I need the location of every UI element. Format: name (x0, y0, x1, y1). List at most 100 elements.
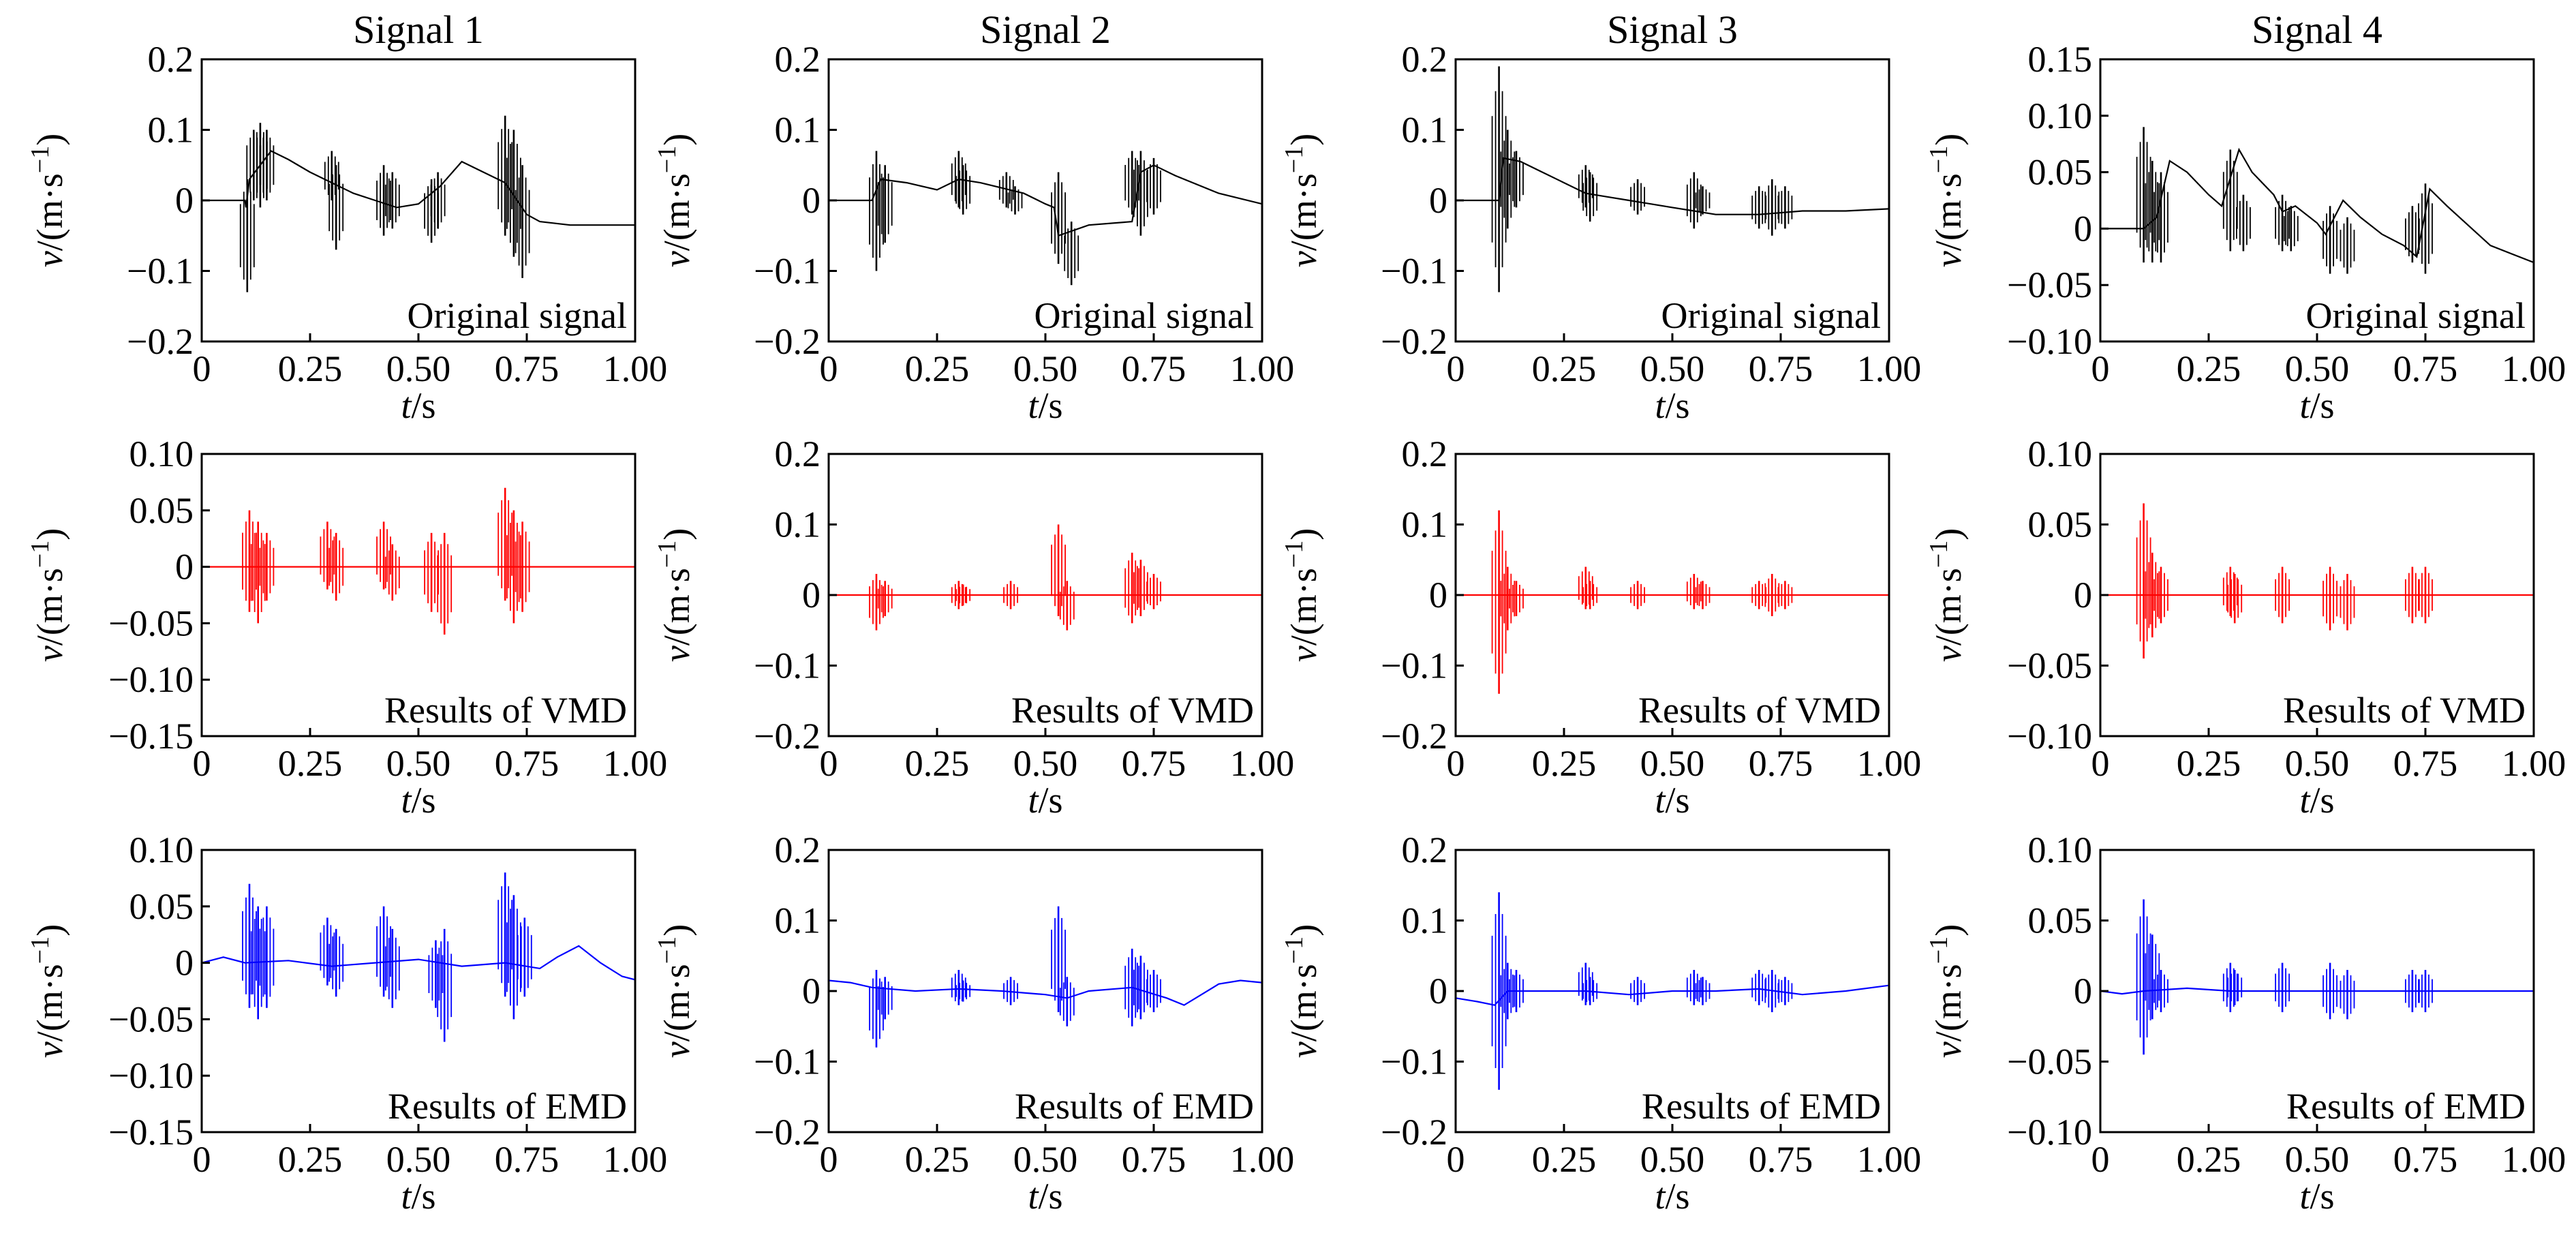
x-axis-label: t/s (1655, 1176, 1689, 1217)
y-axis-label: v/(m·s−1) (1280, 134, 1324, 267)
y-tick-label: −0.1 (754, 645, 821, 686)
x-tick-label: 0.50 (1640, 743, 1705, 784)
series-group (829, 906, 1262, 1048)
panel-annotation: Original signal (1034, 295, 1254, 336)
subplot-r1-c2: 0 0.25 0.50 0.75 1.00 −0.2 −0.1 0 0.1 0.2 t/s v/(m·… (1280, 433, 1921, 821)
subplot-r1-c1: 0 0.25 0.50 0.75 1.00 −0.2 −0.1 0 0.1 0.2 t/s v/(m·… (653, 433, 1294, 821)
panel-annotation: Results of EMD (2286, 1086, 2526, 1127)
y-axis-label: v/(m·s−1) (653, 134, 697, 267)
panel-annotation: Results of VMD (1638, 690, 1881, 731)
x-tick-label: 0 (1447, 743, 1465, 784)
y-tick-label: −0.2 (754, 1112, 821, 1153)
y-axis-label: v/(m·s−1) (653, 924, 697, 1058)
subplot-r2-c0: 0 0.25 0.50 0.75 1.00 −0.15 −0.10 −0.05 0 0.05 0.1… (26, 830, 667, 1217)
panel-annotation: Original signal (2306, 295, 2526, 336)
y-tick-label: 0.2 (1402, 830, 1448, 870)
y-tick-label: 0.2 (775, 39, 821, 80)
x-tick-label: 1.00 (2502, 743, 2566, 784)
y-tick-label: −0.1 (1381, 1041, 1447, 1082)
x-tick-label: 1.00 (1230, 348, 1295, 389)
x-tick-label: 0.50 (1640, 1139, 1705, 1180)
y-tick-label: 0 (2074, 575, 2092, 615)
y-tick-label: 0.05 (129, 490, 194, 531)
y-tick-label: −0.10 (108, 659, 194, 700)
series-baseline-line (1456, 984, 1889, 1006)
panel-annotation: Results of VMD (384, 690, 627, 731)
x-axis-label: t/s (1655, 780, 1689, 821)
panel-annotation: Results of VMD (1011, 690, 1254, 731)
y-tick-label: 0.10 (129, 830, 194, 870)
x-tick-label: 0 (193, 348, 211, 389)
subplot-r1-c0: 0 0.25 0.50 0.75 1.00 −0.15 −0.10 −0.05 0 0.05 0.1… (26, 433, 667, 821)
subplot-r1-c3: 0 0.25 0.50 0.75 1.00 −0.10 −0.05 0 0.05 0.10 t/s v… (1925, 433, 2566, 821)
y-axis-label: v/(m·s−1) (26, 528, 70, 662)
x-tick-label: 1.00 (1230, 1139, 1295, 1180)
x-tick-label: 0 (820, 1139, 838, 1180)
x-tick-label: 0.50 (386, 348, 451, 389)
y-tick-label: 0 (2074, 971, 2092, 1011)
y-axis-label: v/(m·s−1) (26, 924, 70, 1058)
y-tick-label: 0.10 (2028, 830, 2093, 870)
x-tick-label: 0.25 (905, 1139, 970, 1180)
x-tick-label: 1.00 (2502, 348, 2566, 389)
y-tick-label: −0.05 (2007, 1041, 2092, 1082)
x-tick-label: 0.25 (905, 348, 970, 389)
x-tick-label: 0 (193, 743, 211, 784)
series-group (202, 872, 635, 1042)
y-tick-label: −0.2 (1381, 716, 1447, 757)
panel-annotation: Original signal (1661, 295, 1881, 336)
y-tick-label: 0.2 (775, 433, 821, 474)
x-axis-label: t/s (401, 1176, 435, 1217)
y-tick-label: 0.05 (2028, 152, 2093, 193)
x-tick-label: 0.50 (2285, 743, 2350, 784)
y-tick-label: −0.15 (108, 716, 194, 757)
column-title: Signal 4 (2252, 7, 2382, 52)
y-axis-label: v/(m·s−1) (1280, 924, 1324, 1058)
column-title: Signal 1 (353, 7, 484, 52)
y-tick-label: −0.05 (2007, 264, 2092, 305)
y-tick-label: −0.2 (1381, 321, 1447, 362)
y-tick-label: 0.05 (2028, 504, 2093, 545)
x-tick-label: 1.00 (603, 348, 668, 389)
y-axis-label: v/(m·s−1) (1925, 528, 1969, 662)
x-axis-label: t/s (2299, 385, 2334, 426)
subplot-r0-c3: 0 0.25 0.50 0.75 1.00 −0.10 −0.05 0 0.05 0.10 0.15… (1925, 7, 2566, 426)
panel-annotation: Results of VMD (2283, 690, 2526, 731)
panel-annotation: Results of EMD (1642, 1086, 1881, 1127)
series-group (829, 524, 1262, 630)
y-tick-label: 0.15 (2028, 39, 2093, 80)
x-tick-label: 0 (193, 1139, 211, 1180)
y-tick-label: 0.1 (1402, 504, 1448, 545)
y-tick-label: 0.2 (775, 830, 821, 870)
y-axis-label: v/(m·s−1) (653, 528, 697, 662)
y-tick-label: −0.05 (2007, 645, 2092, 686)
y-tick-label: 0 (175, 180, 194, 221)
series-group (2100, 899, 2534, 1055)
x-tick-label: 0.25 (2177, 1139, 2241, 1180)
x-tick-label: 0.25 (278, 348, 343, 389)
y-tick-label: 0.1 (775, 504, 821, 545)
x-tick-label: 0.75 (1749, 743, 1813, 784)
series-baseline-line (1456, 157, 1889, 215)
y-tick-label: 0 (802, 971, 821, 1011)
y-tick-label: 0.2 (1402, 433, 1448, 474)
y-tick-label: 0 (175, 547, 194, 588)
y-tick-label: 0.10 (2028, 433, 2093, 474)
y-axis-label: v/(m·s−1) (26, 134, 70, 267)
y-tick-label: 0.2 (148, 39, 194, 80)
x-tick-label: 0.25 (278, 1139, 343, 1180)
y-axis-label: v/(m·s−1) (1925, 134, 1969, 267)
series-group (1456, 892, 1889, 1090)
y-axis-label: v/(m·s−1) (1925, 924, 1969, 1058)
y-tick-label: 0 (2074, 208, 2092, 249)
x-axis-label: t/s (1655, 385, 1689, 426)
subplot-r0-c0: 0 0.25 0.50 0.75 1.00 −0.2 −0.1 0 0.1 0.2 t/s v/(m·… (26, 7, 667, 426)
y-tick-label: −0.1 (1381, 645, 1447, 686)
y-tick-label: 0.1 (1402, 900, 1448, 941)
y-tick-label: 0.05 (129, 886, 194, 927)
y-tick-label: 0.10 (2028, 95, 2093, 136)
subplot-r2-c2: 0 0.25 0.50 0.75 1.00 −0.2 −0.1 0 0.1 0.2 t/s v/(m·… (1280, 830, 1921, 1217)
x-tick-label: 0.25 (2177, 348, 2241, 389)
series-group (829, 151, 1262, 286)
x-tick-label: 0.50 (1013, 348, 1078, 389)
